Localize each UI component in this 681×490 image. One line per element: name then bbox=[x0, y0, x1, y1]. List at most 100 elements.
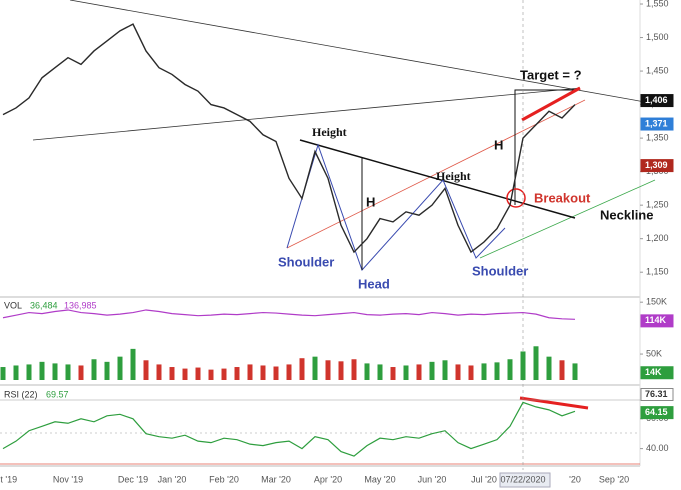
y-tick-label: 1,350 bbox=[646, 132, 669, 142]
breakout-circle bbox=[506, 188, 526, 208]
volume-bar bbox=[143, 360, 149, 380]
pattern-line bbox=[286, 143, 506, 271]
value-tag-label: 64.15 bbox=[645, 407, 668, 417]
x-tick-label: 07/22/2020 bbox=[500, 474, 545, 484]
volume-bar bbox=[351, 359, 357, 380]
panel-title: VOL bbox=[4, 300, 22, 310]
readout: 36,484 bbox=[30, 300, 58, 310]
volume-bar bbox=[442, 360, 448, 380]
y-tick-label: 1,550 bbox=[646, 0, 669, 8]
volume-bar bbox=[247, 364, 253, 380]
trendline bbox=[32, 87, 581, 141]
value-tag bbox=[640, 366, 674, 380]
volume-bar bbox=[416, 364, 422, 380]
volume-bar bbox=[481, 363, 487, 380]
value-tag bbox=[640, 117, 674, 131]
annotation: Breakout bbox=[534, 190, 591, 205]
volume-bar bbox=[468, 365, 474, 380]
volume-bar bbox=[533, 346, 539, 380]
annotation: Target = ? bbox=[520, 67, 582, 82]
value-tag-label: 1,371 bbox=[645, 118, 668, 128]
volume-bar bbox=[234, 367, 240, 380]
y-tick-label: 1,250 bbox=[646, 200, 669, 210]
volume-bar bbox=[65, 364, 71, 380]
x-tick-label: Apr '20 bbox=[314, 474, 342, 484]
value-tag-label: 1,406 bbox=[645, 95, 668, 105]
volume-bar bbox=[104, 361, 110, 380]
annotation: H bbox=[366, 194, 375, 209]
annotation: H bbox=[494, 137, 503, 152]
volume-bar bbox=[507, 359, 513, 380]
volume-bar bbox=[91, 359, 97, 380]
crosshair-box bbox=[499, 472, 551, 488]
volume-bar bbox=[494, 362, 500, 380]
x-tick-label: Jan '20 bbox=[158, 474, 187, 484]
volume-bar bbox=[546, 356, 552, 380]
neckline bbox=[299, 139, 576, 219]
price-line bbox=[2, 23, 576, 254]
x-tick-label: Feb '20 bbox=[209, 474, 239, 484]
value-tag bbox=[640, 314, 674, 328]
x-tick-label: Oct '19 bbox=[0, 474, 17, 484]
rsi-line bbox=[2, 401, 576, 457]
panel-title: RSI (22) bbox=[4, 389, 38, 399]
volume-average bbox=[2, 309, 576, 320]
y-tick-label: 150K bbox=[646, 297, 667, 307]
volume-bar bbox=[39, 361, 45, 380]
y-tick-label: 1,450 bbox=[646, 65, 669, 75]
volume-bar bbox=[52, 363, 58, 380]
volume-bar bbox=[403, 365, 409, 380]
y-tick-label: 50K bbox=[646, 348, 662, 358]
volume-bar bbox=[208, 369, 214, 380]
value-tag bbox=[640, 387, 674, 401]
volume-bar bbox=[559, 360, 565, 380]
volume-bar bbox=[273, 366, 279, 380]
volume-bar bbox=[572, 363, 578, 380]
x-tick-label: Sep '20 bbox=[599, 474, 629, 484]
volume-bar bbox=[299, 358, 305, 380]
x-tick-label: '20 bbox=[569, 474, 581, 484]
volume-bar bbox=[130, 348, 136, 380]
readout: 136,985 bbox=[64, 300, 97, 310]
volume-bar bbox=[0, 367, 6, 380]
x-tick-label: Jul '20 bbox=[471, 474, 497, 484]
annotation: Height bbox=[436, 169, 471, 183]
volume-bar bbox=[390, 367, 396, 380]
volume-bar bbox=[117, 356, 123, 380]
volume-bar bbox=[364, 363, 370, 380]
y-tick-label: 40.00 bbox=[646, 443, 669, 453]
x-tick-label: Nov '19 bbox=[53, 474, 83, 484]
volume-bar bbox=[286, 364, 292, 380]
volume-bar bbox=[182, 368, 188, 380]
volume-bar bbox=[169, 367, 175, 380]
volume-bar bbox=[195, 367, 201, 380]
trendline bbox=[69, 0, 646, 103]
readout: 69.57 bbox=[46, 389, 69, 399]
value-tag bbox=[640, 406, 674, 420]
volume-bar bbox=[26, 364, 32, 380]
target-line bbox=[514, 89, 578, 205]
volume-bar bbox=[377, 364, 383, 380]
volume-bar bbox=[520, 351, 526, 380]
value-tag bbox=[640, 159, 674, 173]
value-tag-label: 1,309 bbox=[645, 160, 668, 170]
y-tick-label: 1,150 bbox=[646, 267, 669, 277]
x-tick-label: Mar '20 bbox=[261, 474, 291, 484]
volume-bar bbox=[338, 361, 344, 380]
annotation: Shoulder bbox=[472, 263, 528, 278]
target-highlight bbox=[521, 86, 581, 122]
annotation: Shoulder bbox=[278, 254, 334, 269]
rsi-divergence bbox=[519, 396, 589, 410]
x-tick-label: May '20 bbox=[364, 474, 395, 484]
annotation: Height bbox=[312, 125, 347, 139]
volume-bar bbox=[312, 356, 318, 380]
volume-bar bbox=[221, 368, 227, 380]
volume-bar bbox=[429, 361, 435, 380]
volume-bar bbox=[325, 360, 331, 380]
value-tag-label: 14K bbox=[645, 367, 662, 377]
value-tag-label: 76.31 bbox=[645, 389, 668, 399]
value-tag-label: 114K bbox=[645, 315, 667, 325]
annotation: Neckline bbox=[600, 207, 653, 222]
volume-bar bbox=[78, 365, 84, 380]
